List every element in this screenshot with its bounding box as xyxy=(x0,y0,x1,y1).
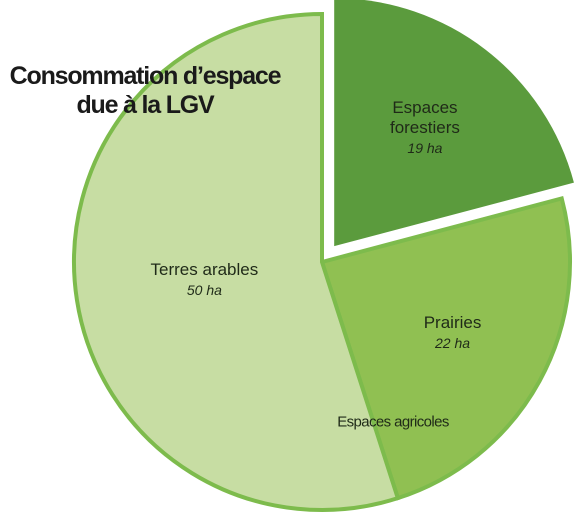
slice-value: 19 ha xyxy=(407,140,443,157)
slice-label: Espaces forestiers 19 ha xyxy=(370,98,480,158)
slice-value: 50 ha xyxy=(186,282,222,299)
slice-value: 22 ha xyxy=(435,335,471,352)
slice-name: Terres arables xyxy=(150,260,259,280)
slice-label: Prairies 22 ha xyxy=(398,313,508,353)
chart-title: Consommation d’espace due à la LGV xyxy=(9,62,282,119)
slice-name: Prairies xyxy=(423,313,482,333)
pie-slice xyxy=(334,0,574,247)
annotation: Espaces agricoles xyxy=(337,413,449,431)
pie-slice xyxy=(319,196,572,501)
pie-slice xyxy=(72,11,401,512)
slice-name: Espaces forestiers xyxy=(389,98,460,138)
slice-label: Terres arables 50 ha xyxy=(149,260,259,300)
